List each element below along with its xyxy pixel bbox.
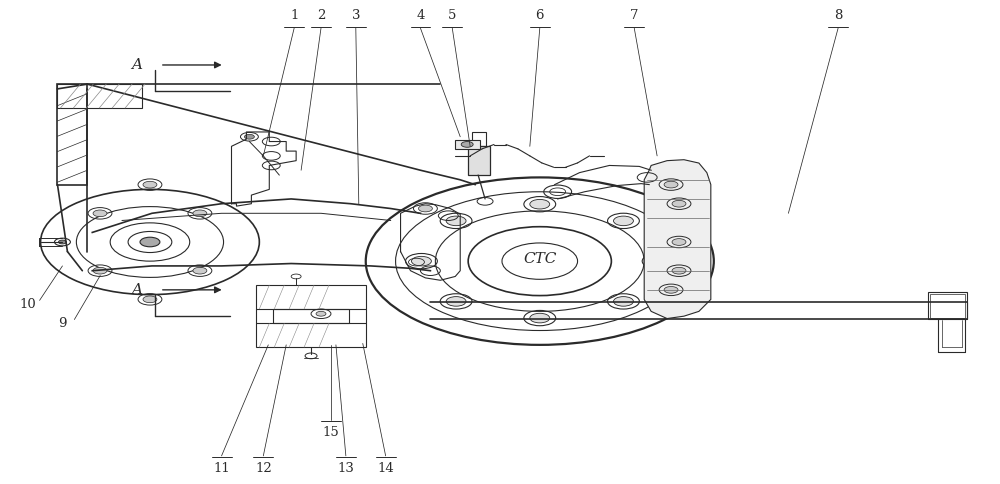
Circle shape (446, 216, 466, 226)
Text: 8: 8 (834, 9, 842, 22)
Circle shape (93, 210, 107, 217)
Bar (455, 140, 480, 149)
Circle shape (461, 141, 473, 147)
Text: 6: 6 (536, 9, 544, 22)
Circle shape (411, 257, 431, 266)
Circle shape (672, 200, 686, 207)
Circle shape (672, 239, 686, 245)
Circle shape (143, 296, 157, 302)
Circle shape (93, 267, 107, 274)
Circle shape (648, 257, 668, 266)
Circle shape (614, 297, 633, 306)
Circle shape (418, 205, 432, 212)
Bar (57, 84, 87, 184)
Circle shape (664, 287, 678, 293)
Text: 9: 9 (58, 317, 67, 330)
Bar (928, 292, 967, 318)
Bar (930, 294, 965, 318)
Circle shape (193, 267, 207, 274)
Text: CTC: CTC (523, 252, 556, 266)
Circle shape (446, 297, 466, 306)
Text: 1: 1 (290, 9, 298, 22)
Bar (256, 285, 366, 347)
Circle shape (143, 182, 157, 188)
Bar (273, 309, 349, 323)
Text: 10: 10 (19, 298, 36, 311)
Text: 15: 15 (323, 426, 339, 439)
Text: 4: 4 (416, 9, 425, 22)
Text: 14: 14 (377, 462, 394, 475)
Text: 3: 3 (352, 9, 360, 22)
Circle shape (140, 237, 160, 247)
Circle shape (664, 181, 678, 188)
Circle shape (530, 199, 550, 209)
Circle shape (316, 311, 326, 316)
Text: 5: 5 (448, 9, 456, 22)
Bar (57, 84, 142, 108)
Circle shape (58, 240, 66, 244)
Bar (468, 146, 490, 175)
Circle shape (244, 135, 254, 139)
Text: 2: 2 (317, 9, 325, 22)
Circle shape (672, 267, 686, 274)
Text: 7: 7 (630, 9, 639, 22)
Polygon shape (644, 160, 711, 318)
Bar (472, 132, 486, 146)
Circle shape (614, 216, 633, 226)
Text: A: A (131, 283, 142, 297)
Text: 13: 13 (337, 462, 354, 475)
Text: 12: 12 (255, 462, 272, 475)
Text: 11: 11 (213, 462, 230, 475)
Circle shape (530, 313, 550, 323)
Circle shape (193, 210, 207, 217)
Text: A: A (131, 58, 142, 72)
